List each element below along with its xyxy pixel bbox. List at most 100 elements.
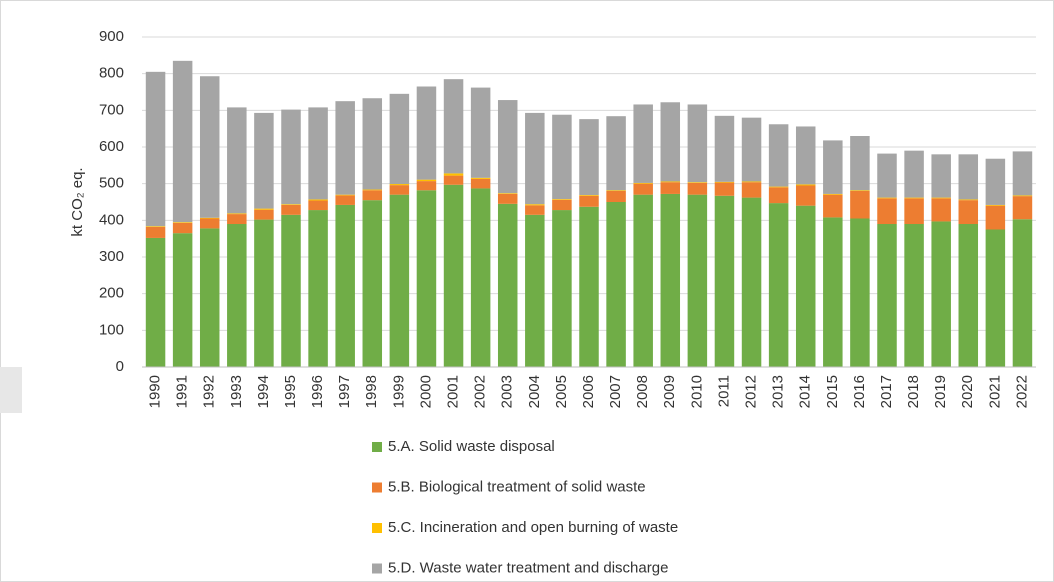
- bar-segment: [389, 93, 410, 185]
- bar-segment: [254, 208, 274, 210]
- bar-segment: [552, 210, 572, 367]
- y-tick-label: 800: [99, 65, 124, 82]
- bar-segment: [145, 226, 166, 238]
- bar-segment: [470, 188, 491, 367]
- bar-segment: [308, 210, 328, 367]
- x-tick-label: 1999: [390, 375, 407, 408]
- bar-segment: [741, 117, 762, 182]
- bar-segment: [1012, 196, 1033, 220]
- bar-segment: [579, 195, 599, 196]
- bar-segment: [470, 178, 491, 189]
- x-tick-label: 1995: [282, 375, 299, 408]
- y-tick-label: 200: [99, 285, 124, 302]
- bar-segment: [687, 182, 708, 183]
- bar-segment: [362, 189, 383, 191]
- bar-segment: [660, 182, 681, 194]
- bar-segment: [281, 204, 301, 215]
- bar-segment: [525, 205, 545, 215]
- x-tick-label: 1990: [147, 375, 164, 408]
- bar-segment: [416, 190, 437, 367]
- x-tick-label: 2012: [743, 375, 760, 408]
- bar-segment: [741, 181, 762, 183]
- bar-segment: [416, 86, 437, 180]
- bar-segment: [579, 195, 599, 207]
- bar-segment: [904, 224, 924, 367]
- bar-segment: [552, 114, 572, 200]
- bar-segment: [741, 182, 762, 198]
- bar-segment: [795, 205, 816, 367]
- bar-segment: [904, 198, 924, 224]
- bar-segment: [985, 204, 1006, 206]
- x-tick-label: 1991: [174, 375, 191, 408]
- x-tick-label: 2004: [526, 375, 543, 408]
- bar-segment: [443, 173, 464, 176]
- x-tick-label: 2013: [770, 375, 787, 408]
- bar-segment: [443, 79, 464, 174]
- x-tick-label: 2002: [472, 375, 489, 408]
- bar-segment: [254, 112, 274, 209]
- bar-segment: [1012, 151, 1033, 196]
- bar-segment: [958, 199, 979, 201]
- bar-segment: [552, 199, 572, 211]
- bar-segment: [877, 197, 897, 199]
- bar-segment: [362, 98, 383, 190]
- x-tick-label: 2014: [797, 375, 814, 408]
- bar-segment: [335, 195, 355, 205]
- bar-segment: [579, 206, 599, 367]
- bar-segment: [768, 203, 789, 367]
- bar-segment: [335, 204, 355, 367]
- y-tick-label: 300: [99, 248, 124, 265]
- bar-segment: [335, 101, 355, 195]
- x-tick-label: 1992: [201, 375, 218, 408]
- bar-segment: [199, 76, 220, 218]
- bar-segment: [768, 124, 789, 187]
- bar-segment: [389, 194, 410, 367]
- bar-segment: [904, 197, 924, 199]
- x-tick-label: 2006: [580, 375, 597, 408]
- bar-segment: [687, 194, 708, 367]
- bar-segment: [497, 100, 518, 194]
- bar-segment: [850, 136, 870, 191]
- y-tick-label: 0: [116, 358, 124, 375]
- x-tick-label: 2022: [1013, 375, 1030, 408]
- y-axis-label: kt CO₂ eq.: [69, 167, 86, 236]
- bar-segment: [497, 203, 518, 367]
- legend-swatch: [372, 482, 382, 493]
- legend-swatch: [372, 523, 382, 533]
- x-tick-label: 2003: [499, 375, 516, 408]
- x-tick-label: 2007: [607, 375, 624, 408]
- bar-segment: [714, 182, 735, 196]
- x-tick-label: 1994: [255, 375, 272, 408]
- bar-segment: [254, 219, 274, 367]
- legend-label: 5.D. Waste water treatment and discharge: [388, 559, 668, 576]
- x-tick-label: 2020: [959, 375, 976, 408]
- x-tick-label: 2011: [715, 375, 732, 407]
- x-tick-label: 2001: [445, 375, 462, 408]
- bar-segment: [1012, 219, 1033, 367]
- y-tick-label: 700: [99, 101, 124, 118]
- bar-segment: [389, 184, 410, 186]
- bar-segment: [172, 60, 193, 223]
- bar-segment: [525, 112, 545, 205]
- y-tick-label: 500: [99, 175, 124, 192]
- bar-segment: [850, 191, 870, 219]
- bar-segment: [714, 115, 735, 182]
- bar-segment: [281, 109, 301, 205]
- bar-segment: [362, 190, 383, 201]
- bar-segment: [389, 185, 410, 195]
- bar-segment: [768, 187, 789, 204]
- bar-segment: [443, 175, 464, 185]
- x-tick-label: 2019: [932, 375, 949, 408]
- side-box: [0, 367, 22, 413]
- bar-segment: [525, 204, 545, 206]
- bar-segment: [985, 205, 1006, 230]
- legend-label: 5.B. Biological treatment of solid waste: [388, 478, 646, 495]
- bar-segment: [172, 222, 193, 223]
- bar-segment: [931, 198, 951, 222]
- x-tick-label: 2008: [634, 375, 651, 408]
- bar-segment: [552, 199, 572, 200]
- bar-segment: [227, 107, 247, 214]
- bar-segment: [850, 218, 870, 367]
- bar-segment: [525, 214, 545, 367]
- bar-segment: [660, 193, 681, 367]
